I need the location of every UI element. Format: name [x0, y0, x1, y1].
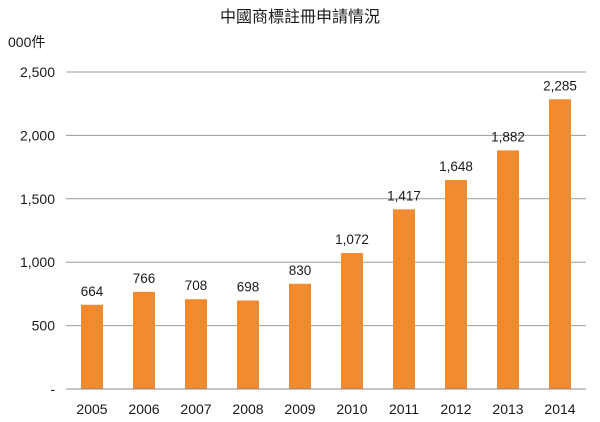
- x-tick-label: 2013: [492, 401, 523, 417]
- y-axis-unit-label: 000件: [8, 34, 45, 50]
- y-tick-label: 1,500: [20, 191, 55, 207]
- x-tick-label: 2009: [284, 401, 315, 417]
- x-tick-label: 2007: [180, 401, 211, 417]
- bar-2014: [549, 99, 571, 390]
- y-tick-label: 1,000: [20, 254, 55, 270]
- y-tick-label: 2,000: [20, 127, 55, 143]
- bar-2007: [185, 299, 207, 389]
- data-label: 2,285: [543, 78, 577, 93]
- data-label: 664: [81, 284, 104, 299]
- x-tick-label: 2012: [440, 401, 471, 417]
- data-label: 766: [133, 271, 156, 286]
- chart-title: 中國商標註冊申請情況: [220, 8, 380, 26]
- data-label: 1,072: [335, 232, 369, 247]
- x-tick-label: 2005: [76, 401, 107, 417]
- data-label: 830: [289, 263, 312, 278]
- y-tick-label: -: [50, 381, 55, 397]
- x-tick-label: 2014: [544, 401, 575, 417]
- bar-2010: [341, 253, 363, 389]
- x-tick-label: 2011: [389, 401, 419, 417]
- bar-2006: [133, 291, 155, 389]
- bars: [81, 99, 571, 390]
- bar-2008: [237, 300, 259, 389]
- x-tick-label: 2010: [336, 401, 367, 417]
- data-label: 1,417: [387, 188, 421, 203]
- bar-2005: [81, 304, 103, 389]
- bar-2011: [393, 209, 415, 389]
- x-tick-label: 2008: [232, 401, 263, 417]
- data-label: 698: [237, 279, 260, 294]
- data-label: 1,882: [491, 129, 525, 144]
- bar-2013: [497, 150, 519, 389]
- y-axis-ticks: - 500 1,000 1,500 2,000 2,500: [20, 64, 55, 397]
- x-axis-ticks: 2005 2006 2007 2008 2009 2010 2011 2012 2013 2014: [76, 401, 575, 417]
- bar-2012: [445, 180, 467, 389]
- x-tick-label: 2006: [128, 401, 159, 417]
- data-label: 1,648: [439, 159, 473, 174]
- y-tick-label: 2,500: [20, 64, 55, 80]
- data-labels: 664 766 708 698 830 1,072 1,417 1,648 1,882 2,285: [81, 78, 577, 299]
- y-tick-label: 500: [32, 318, 56, 334]
- bar-2009: [289, 283, 311, 389]
- data-label: 708: [185, 278, 208, 293]
